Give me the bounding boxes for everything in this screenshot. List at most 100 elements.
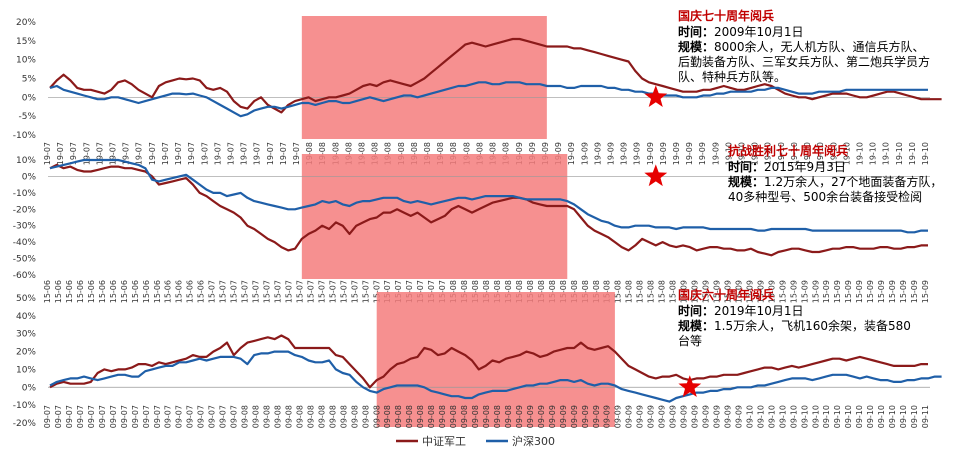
x-tick-label: 09-07	[153, 405, 162, 428]
y-tick-label: 0%	[22, 93, 37, 103]
x-tick-label: 19-07	[109, 142, 118, 165]
x-tick-label: 15-07	[350, 280, 359, 303]
x-tick-label: 09-09	[625, 405, 634, 428]
x-tick-label: 09-10	[800, 405, 809, 428]
x-tick-label: 09-07	[164, 405, 173, 428]
x-tick-label: 09-09	[515, 405, 524, 428]
series-line-csi-military	[49, 334, 928, 389]
x-tick-label: 09-09	[592, 405, 601, 428]
x-tick-label: 19-08	[502, 142, 511, 165]
x-tick-label: 09-08	[361, 405, 370, 428]
x-tick-label: 19-09	[698, 142, 707, 165]
x-tick-label: 19-08	[318, 142, 327, 165]
x-tick-label: 09-07	[109, 405, 118, 428]
x-tick-label: 09-10	[789, 405, 798, 428]
x-tick-label: 09-08	[252, 405, 261, 428]
x-tick-label: 09-09	[702, 405, 711, 428]
series-line-csi-military	[49, 163, 928, 257]
x-tick-label: 19-07	[56, 142, 65, 165]
x-tick-label: 15-09	[745, 280, 754, 303]
x-tick-label: 09-09	[723, 405, 732, 428]
panel-3: 50%40%30%20%10%0%-10%-20% 09-07 09-07 09-07…	[13, 287, 942, 429]
x-tick-label: 09-08	[273, 405, 282, 428]
x-tick-label: 15-09	[702, 280, 711, 303]
x-tick-label: 15-06	[98, 280, 107, 303]
x-tick-label: 19-07	[43, 142, 52, 165]
x-tick-label: 19-09	[554, 142, 563, 165]
x-tick-label: 09-09	[559, 405, 568, 428]
x-tick-label: 09-07	[175, 405, 184, 428]
x-tick-label: 19-08	[344, 142, 353, 165]
x-tick-label: 15-06	[153, 280, 162, 303]
x-tick-label: 19-07	[213, 142, 222, 165]
x-tick-label: 19-07	[122, 142, 131, 165]
x-tick-label: 15-06	[142, 280, 151, 303]
x-tick-label: 15-08	[581, 280, 590, 303]
x-tick-label: 09-07	[197, 405, 206, 428]
x-tick-label: 19-07	[226, 142, 235, 165]
y-tick-label: 20%	[16, 18, 36, 28]
x-tick-label: 15-08	[669, 280, 678, 303]
x-tick-label: 15-08	[647, 280, 656, 303]
y-tick-label: 40%	[16, 312, 36, 322]
x-tick-label: 19-07	[266, 142, 275, 165]
x-tick-label: 19-08	[489, 142, 498, 165]
x-tick-label: 19-08	[371, 142, 380, 165]
x-tick-label: 09-08	[427, 405, 436, 428]
x-tick-label: 09-09	[712, 405, 721, 428]
x-tick-label: 19-10	[869, 142, 878, 165]
x-tick-label: 09-09	[548, 405, 557, 428]
x-tick-label: 09-10	[822, 405, 831, 428]
x-tick-label: 15-06	[120, 280, 129, 303]
x-tick-label: 19-09	[672, 142, 681, 165]
x-tick-label: 15-09	[866, 280, 875, 303]
x-tick-label: 19-10	[921, 142, 930, 165]
y-tick-label: 5%	[22, 75, 37, 85]
x-tick-label: 19-07	[240, 142, 249, 165]
x-tick-label: 19-10	[908, 142, 917, 165]
x-tick-label: 09-10	[844, 405, 853, 428]
annotation-line: 时间：2009年10月1日	[678, 24, 803, 39]
x-tick-label: 09-09	[526, 405, 535, 428]
annotation-title: 抗战胜利七十周年阅兵	[728, 143, 848, 158]
x-tick-label: 09-09	[581, 405, 590, 428]
x-tick-label: 09-08	[449, 405, 458, 428]
x-tick-label: 15-06	[175, 280, 184, 303]
x-tick-label: 19-07	[292, 142, 301, 165]
x-tick-label: 09-10	[899, 405, 908, 428]
panel-2: 10%0%-10%-20%-30%-40%-50%-60%15-06 15-06 1…	[13, 143, 943, 303]
x-tick-label: 09-07	[43, 405, 52, 428]
x-tick-label: 09-07	[120, 405, 129, 428]
annotation-line: 队、特种兵方队等。	[678, 69, 786, 84]
x-tick-label: 19-09	[528, 142, 537, 165]
x-tick-label: 15-06	[43, 280, 52, 303]
x-tick-label: 09-10	[855, 405, 864, 428]
y-tick-label: -30%	[13, 222, 37, 232]
x-tick-label: 15-08	[515, 280, 524, 303]
x-tick-label: 15-07	[295, 280, 304, 303]
panel-1: 20% 15% 10% 5% 0% -5% -10% 19-07 19-07 19-07 19-07…	[13, 8, 942, 165]
annotation-title: 国庆七十周年阅兵	[678, 8, 774, 23]
x-tick-label: 15-09	[844, 280, 853, 303]
x-tick-label: 09-09	[570, 405, 579, 428]
x-tick-label: 15-07	[317, 280, 326, 303]
y-tick-label: 30%	[16, 330, 36, 340]
x-tick-label: 15-08	[504, 280, 513, 303]
x-tick-label: 09-09	[680, 405, 689, 428]
x-tick-label: 15-09	[811, 280, 820, 303]
x-tick-label: 15-07	[383, 280, 392, 303]
y-tick-label: -60%	[13, 271, 37, 281]
x-tick-label: 15-09	[712, 280, 721, 303]
x-tick-label: 09-10	[745, 405, 754, 428]
x-tick-label: 19-09	[593, 142, 602, 165]
x-tick-label: 19-10	[724, 142, 733, 165]
x-tick-label: 15-09	[877, 280, 886, 303]
x-tick-label: 09-09	[603, 405, 612, 428]
annotation-line: 时间：2015年9月3日	[728, 159, 846, 174]
x-tick-label: 15-07	[416, 280, 425, 303]
legend-label: 中证军工	[422, 435, 466, 448]
x-tick-label: 15-07	[339, 280, 348, 303]
annotation-line: 40多种型号、500余台装备接受检阅	[728, 189, 922, 204]
series-line-csi300	[49, 350, 942, 403]
x-tick-label: 19-07	[148, 142, 157, 165]
